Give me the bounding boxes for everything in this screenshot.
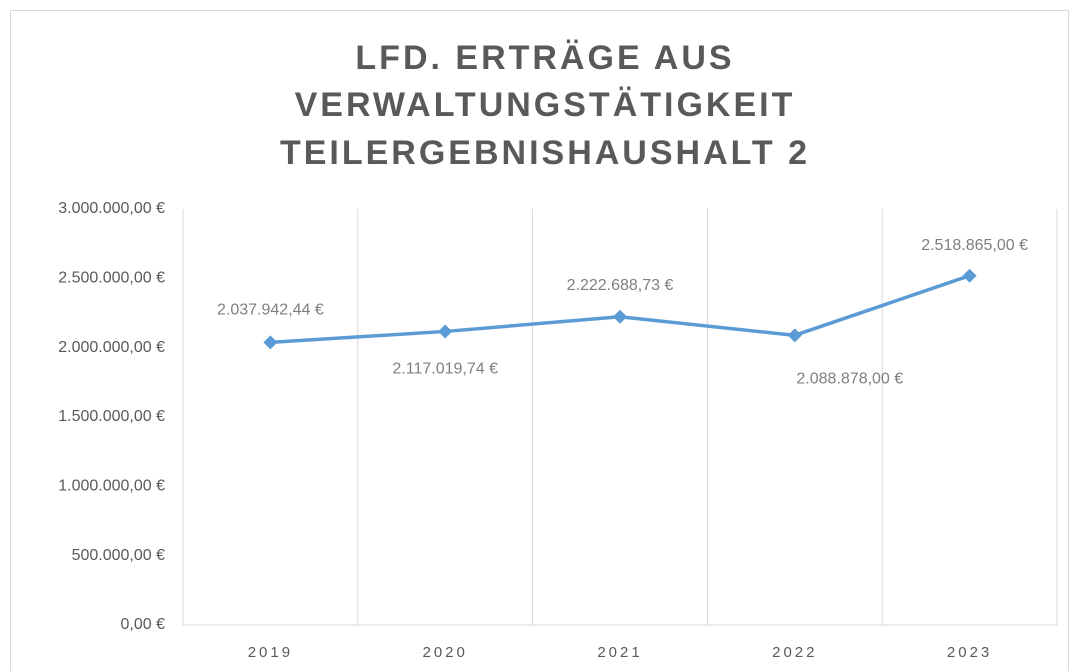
data-label: 2.222.688,73 € [567,277,674,294]
x-tick-label: 2021 [597,644,642,661]
point-marker [438,324,453,339]
data-label: 2.518.865,00 € [921,237,1028,254]
data-label: 2.037.942,44 € [217,302,324,319]
point-marker [962,268,977,283]
y-tick-label: 2.000.000,00 € [58,339,165,356]
y-tick-label: 1.500.000,00 € [58,408,165,425]
y-tick-label: 1.000.000,00 € [58,478,165,495]
y-tick-label: 0,00 € [121,616,166,633]
point-marker [787,328,802,343]
point-marker [263,335,278,350]
y-tick-label: 2.500.000,00 € [58,270,165,287]
chart-title: TEILERGEBNISHAUSHALT 2 [280,134,810,172]
point-marker [613,309,627,324]
data-label: 2.117.019,74 € [392,361,498,378]
x-tick-label: 2020 [423,644,468,661]
y-tick-label: 500.000,00 € [72,547,166,564]
x-tick-label: 2022 [772,644,817,661]
chart-border [10,10,1069,671]
chart-title: LFD. ERTRÄGE AUS [355,39,734,77]
data-label: 2.088.878,00 € [796,371,903,388]
chart-title: VERWALTUNGSTÄTIGKEIT [295,86,796,124]
x-tick-label: 2019 [248,644,293,661]
x-tick-label: 2023 [947,644,992,661]
y-tick-label: 3.000.000,00 € [58,200,165,217]
